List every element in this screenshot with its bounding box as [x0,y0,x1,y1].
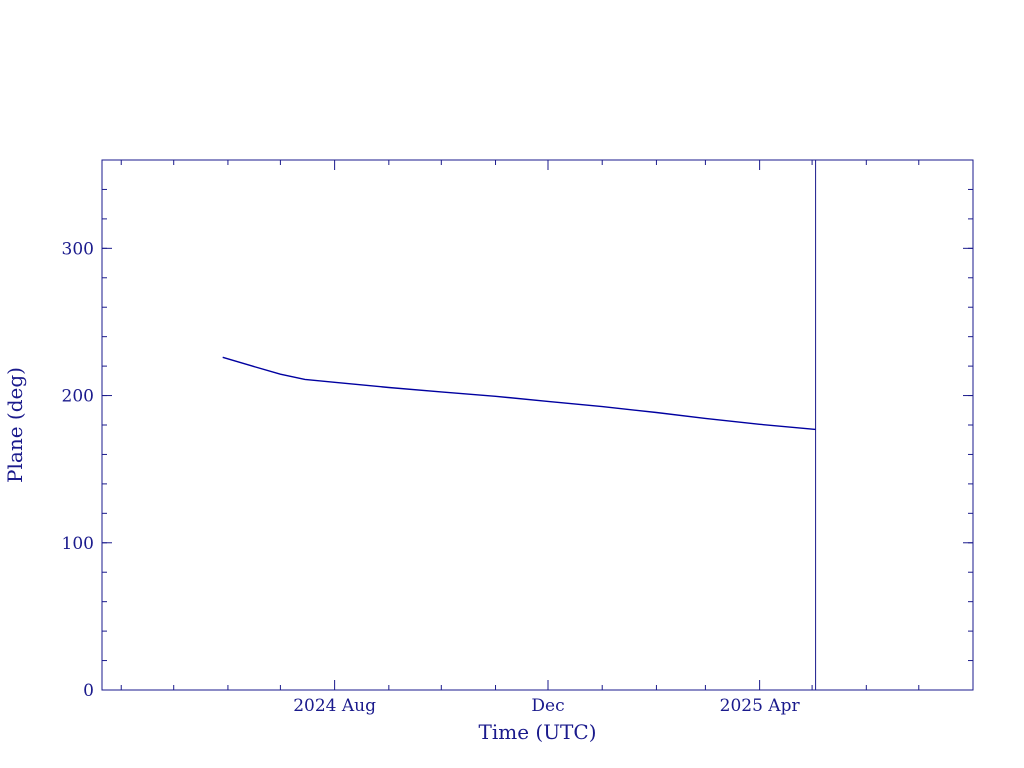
y-axis-title: Plane (deg) [3,367,27,483]
series-line [222,356,816,431]
y-tick-label: 200 [62,387,94,407]
y-tick-label: 100 [62,534,94,554]
x-tick-label: Dec [531,696,564,716]
y-tick-label: 300 [62,239,94,259]
axis-ticks [102,159,973,691]
axis-tick-labels: 0 100 200 300 2024 Aug Dec 2025 Apr [62,239,801,716]
x-tick-label: 2024 Aug [293,696,376,716]
y-tick-label: 0 [83,681,94,701]
plot-frame [101,159,974,691]
x-tick-label: 2025 Apr [720,696,801,716]
x-axis-title: Time (UTC) [479,720,597,744]
